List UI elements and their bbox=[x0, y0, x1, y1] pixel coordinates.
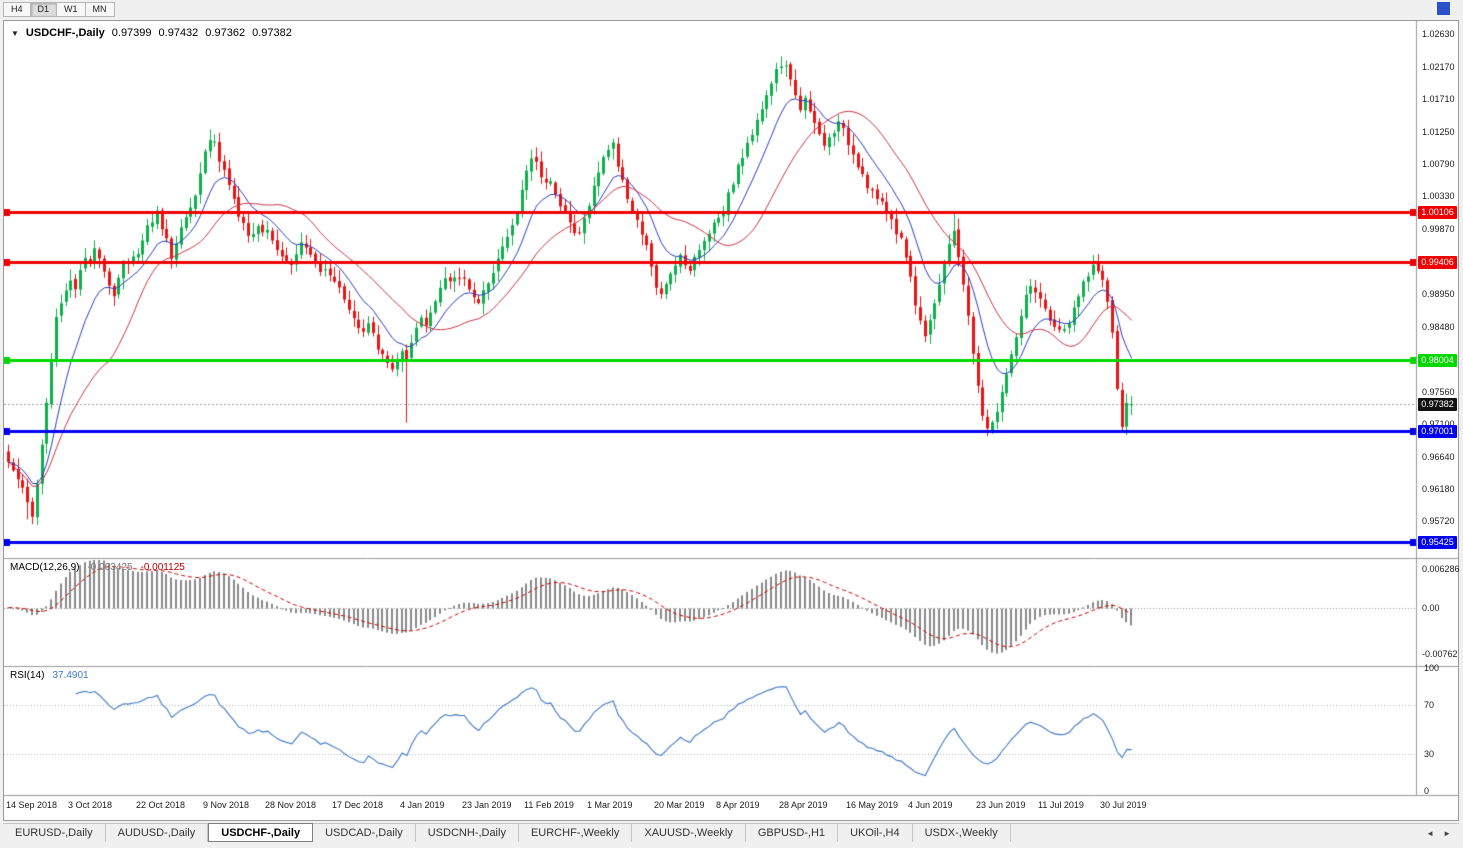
toolbar-periods: H4 D1 W1 MN bbox=[3, 1, 115, 17]
chart-tab-audusd-daily[interactable]: AUDUSD-,Daily bbox=[106, 824, 209, 842]
ohlc-low: 0.97362 bbox=[205, 27, 246, 39]
chart-tab-ukoil-h4[interactable]: UKOil-,H4 bbox=[838, 824, 913, 842]
period-button-d1[interactable]: D1 bbox=[29, 1, 57, 17]
chart-tab-eurchf-weekly[interactable]: EURCHF-,Weekly bbox=[519, 824, 633, 842]
tab-scroll-right-icon[interactable]: ► bbox=[1443, 828, 1451, 838]
chart-tab-usdx-weekly[interactable]: USDX-,Weekly bbox=[913, 824, 1011, 842]
tabbar: EURUSD-,Daily AUDUSD-,Daily USDCHF-,Daily U… bbox=[3, 823, 1459, 842]
tab-nav: ◄ ► bbox=[1423, 824, 1459, 842]
chart-tab-usdchf-daily[interactable]: USDCHF-,Daily bbox=[208, 823, 314, 842]
macd-signal-value: -0.001125 bbox=[140, 562, 185, 573]
chart-tab-gbpusd-h1[interactable]: GBPUSD-,H1 bbox=[746, 824, 839, 842]
tab-scroll-left-icon[interactable]: ◄ bbox=[1426, 828, 1435, 838]
chart-canvas[interactable] bbox=[4, 21, 1458, 820]
chart-tab-usdcnh-daily[interactable]: USDCNH-,Daily bbox=[416, 824, 519, 842]
one-click-trading-icon[interactable]: ▼ bbox=[11, 28, 19, 38]
period-button-mn[interactable]: MN bbox=[84, 1, 115, 17]
price-axis[interactable] bbox=[1416, 21, 1458, 796]
rsi-value: 37.4901 bbox=[52, 670, 89, 681]
ohlc-high: 0.97432 bbox=[158, 27, 199, 39]
macd-indicator-label: MACD(12,26,9) -0.003425 -0.001125 bbox=[10, 562, 185, 573]
chart-title: ▼ USDCHF-,Daily 0.97399 0.97432 0.97362 … bbox=[11, 27, 292, 39]
toolbar: H4 D1 W1 MN bbox=[0, 0, 1463, 18]
period-button-w1[interactable]: W1 bbox=[56, 1, 85, 17]
ohlc-open: 0.97399 bbox=[111, 27, 152, 39]
macd-value: -0.003425 bbox=[87, 562, 133, 573]
ohlc-close: 0.97382 bbox=[252, 27, 292, 39]
time-axis[interactable] bbox=[4, 796, 1416, 820]
rsi-indicator-label: RSI(14) 37.4901 bbox=[10, 670, 89, 681]
tab-list: EURUSD-,Daily AUDUSD-,Daily USDCHF-,Daily U… bbox=[3, 823, 1011, 842]
period-button-h4[interactable]: H4 bbox=[3, 1, 30, 17]
chart-symbol-label: USDCHF-,Daily bbox=[25, 27, 105, 39]
chart-tab-usdcad-daily[interactable]: USDCAD-,Daily bbox=[313, 824, 416, 842]
rsi-name: RSI(14) bbox=[10, 670, 45, 681]
chart-window: 1.02630 1.02170 1.01710 1.01250 1.00790 1.003… bbox=[3, 20, 1460, 821]
macd-name: MACD(12,26,9) bbox=[10, 562, 80, 573]
blue-marker-icon bbox=[1437, 2, 1450, 15]
chart-tab-xauusd-weekly[interactable]: XAUUSD-,Weekly bbox=[632, 824, 746, 842]
chart-tab-eurusd-daily[interactable]: EURUSD-,Daily bbox=[3, 824, 106, 842]
